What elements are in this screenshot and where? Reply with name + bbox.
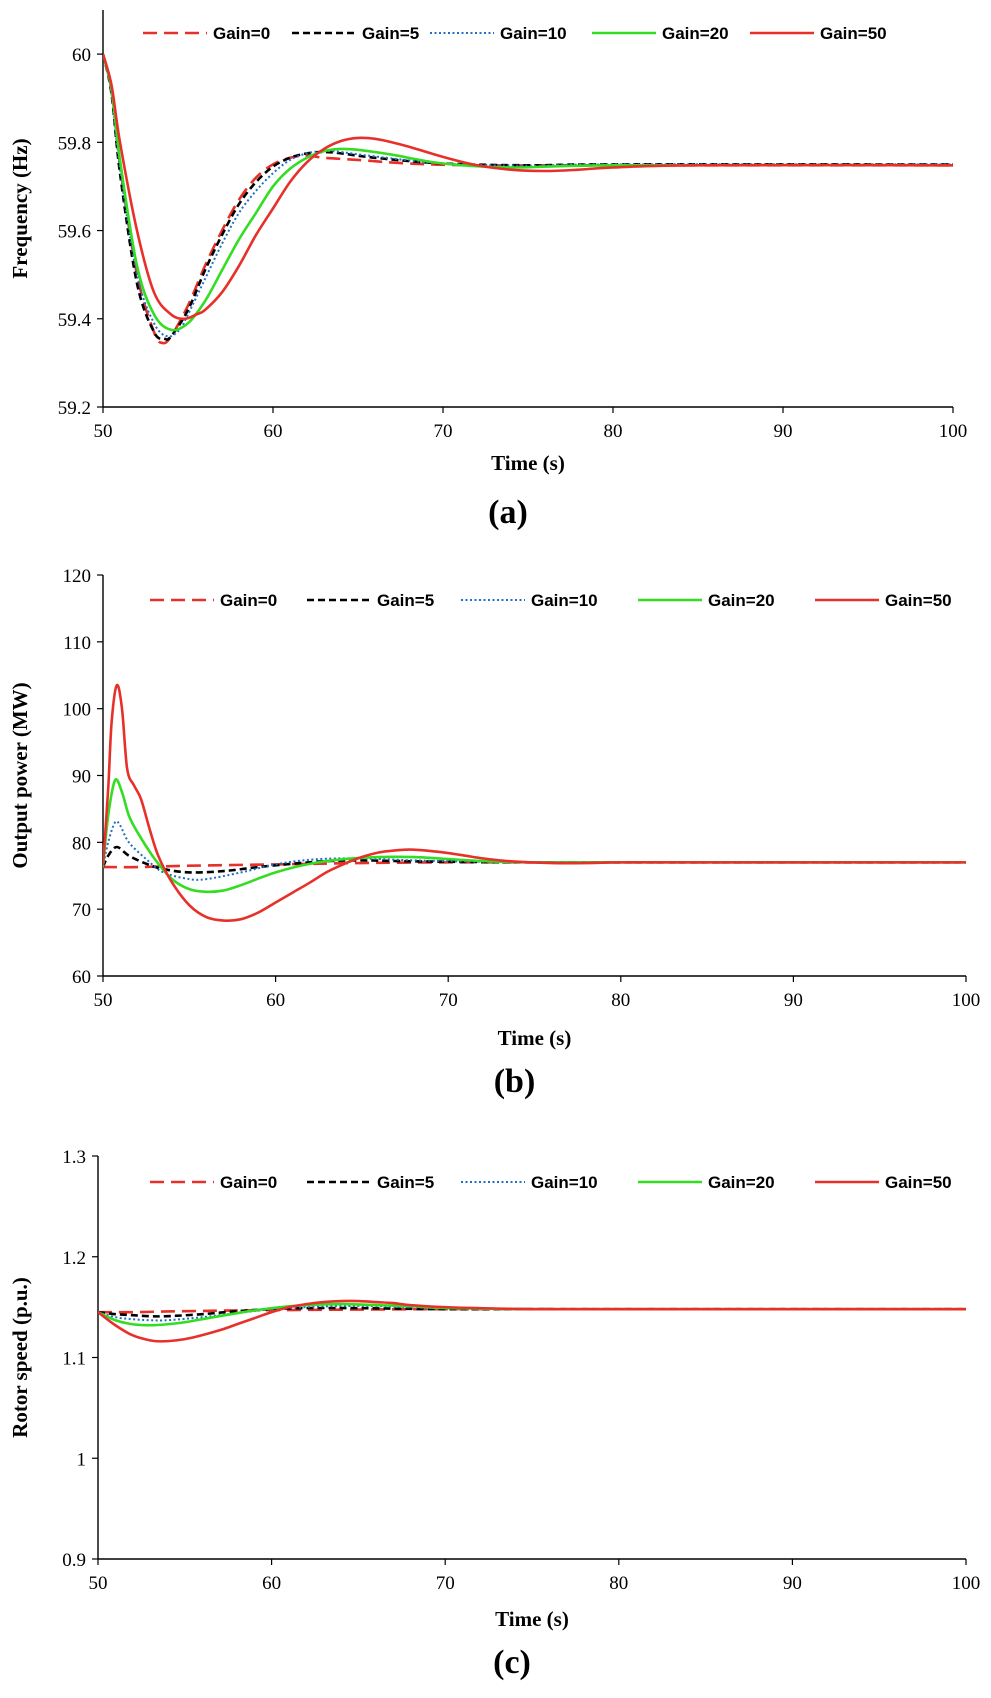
series-line-gain-50 (103, 683, 966, 922)
y-tick-label: 110 (63, 633, 91, 654)
y-tick-label: 1.2 (62, 1248, 86, 1269)
legend-label: Gain=20 (662, 24, 729, 43)
y-tick-label: 1 (77, 1449, 87, 1470)
x-tick-label: 70 (439, 990, 458, 1011)
x-tick-label: 90 (774, 421, 793, 442)
y-tick-label: 70 (72, 900, 91, 921)
series-line-gain-0 (98, 1307, 966, 1314)
frequency-panel: 50 60 70 80 90 100 59.2 59.4 59.6 59.8 60 Time (s) F… (8, 10, 967, 531)
x-tick-label: 80 (611, 990, 630, 1011)
series-line-gain-10 (103, 53, 953, 338)
y-tick-label: 60 (72, 45, 91, 66)
x-axis-title: Time (s) (491, 451, 565, 475)
legend-label: Gain=50 (885, 1173, 952, 1192)
series-line-gain-0 (103, 53, 953, 345)
series-line-gain-5 (103, 845, 966, 874)
series-line-gain-20 (98, 1302, 966, 1327)
x-axis-title: Time (s) (495, 1607, 569, 1631)
y-tick-label: 0.9 (62, 1550, 86, 1571)
series-group (98, 1299, 966, 1343)
panel-label: (c) (493, 1644, 531, 1681)
y-tick-label: 59.2 (58, 398, 91, 419)
x-tick-label: 100 (952, 1573, 981, 1594)
legend-label: Gain=0 (220, 1173, 277, 1192)
legend-label: Gain=10 (500, 24, 567, 43)
y-tick-label: 120 (63, 566, 92, 587)
legend-label: Gain=0 (220, 591, 277, 610)
x-axis-title: Time (s) (498, 1026, 572, 1050)
legend-label: Gain=0 (213, 24, 270, 43)
y-tick-label: 59.6 (58, 222, 91, 243)
x-tick-label: 60 (262, 1573, 281, 1594)
x-tick-label: 90 (783, 1573, 802, 1594)
y-tick-label: 100 (63, 700, 92, 721)
legend-label: Gain=10 (531, 1173, 598, 1192)
series-line-gain-10 (103, 820, 966, 881)
y-tick-label: 80 (72, 833, 91, 854)
legend-label: Gain=5 (362, 24, 419, 43)
x-tick-label: 60 (264, 421, 283, 442)
series-line-gain-5 (103, 53, 953, 341)
series-group (103, 683, 966, 922)
x-tick-label: 70 (436, 1573, 455, 1594)
legend-label: Gain=10 (531, 591, 598, 610)
x-tick-label: 70 (434, 421, 453, 442)
x-tick-label: 100 (952, 990, 981, 1011)
legend-label: Gain=5 (377, 591, 434, 610)
legend-label: Gain=50 (820, 24, 887, 43)
y-axis-title: Frequency (Hz) (8, 138, 32, 278)
x-tick-label: 100 (939, 421, 968, 442)
y-tick-label: 59.8 (58, 133, 91, 154)
y-tick-label: 1.1 (62, 1349, 86, 1370)
x-tick-label: 80 (604, 421, 623, 442)
x-tick-label: 50 (94, 990, 113, 1011)
series-group (103, 53, 953, 345)
series-line-gain-50 (103, 53, 953, 321)
series-line-gain-20 (103, 53, 953, 332)
y-tick-label: 60 (72, 967, 91, 988)
y-tick-label: 1.3 (62, 1147, 86, 1168)
x-tick-label: 50 (94, 421, 113, 442)
y-axis-title: Output power (MW) (8, 682, 32, 868)
legend-label: Gain=20 (708, 1173, 775, 1192)
x-tick-label: 80 (609, 1573, 628, 1594)
y-tick-label: 59.4 (58, 310, 92, 331)
rotor-speed-panel: 50 60 70 80 90 100 0.9 1 1.1 1.2 1.3 Time (s) Rotor … (8, 1147, 980, 1681)
panel-label: (b) (494, 1063, 536, 1100)
series-line-gain-50 (98, 1299, 966, 1343)
series-line-gain-0 (103, 861, 966, 869)
legend-label: Gain=50 (885, 591, 952, 610)
y-tick-label: 90 (72, 767, 91, 788)
legend-label: Gain=5 (377, 1173, 434, 1192)
legend-label: Gain=20 (708, 591, 775, 610)
panel-label: (a) (488, 494, 528, 531)
x-tick-label: 60 (266, 990, 285, 1011)
y-axis-title: Rotor speed (p.u.) (8, 1277, 32, 1438)
x-tick-label: 90 (784, 990, 803, 1011)
x-tick-label: 50 (89, 1573, 108, 1594)
